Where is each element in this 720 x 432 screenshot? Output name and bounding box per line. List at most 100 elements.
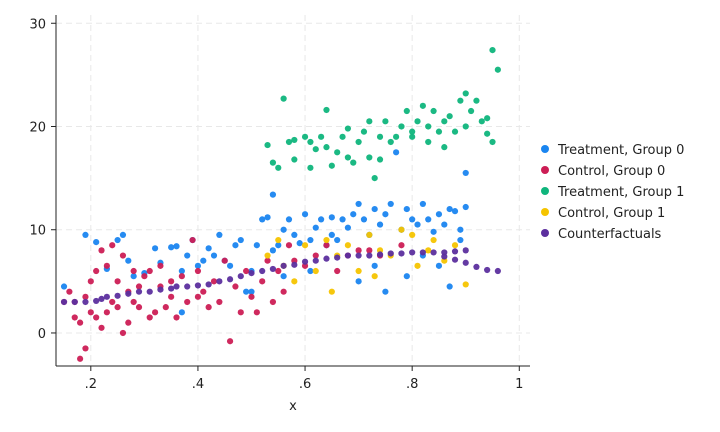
y-tick-label: 10 <box>29 224 46 239</box>
data-point <box>398 242 405 249</box>
data-point <box>344 242 351 249</box>
data-point <box>419 102 426 109</box>
data-point <box>275 164 282 171</box>
data-point <box>87 278 94 285</box>
data-point <box>157 286 164 293</box>
data-point <box>168 293 175 300</box>
data-point <box>328 162 335 169</box>
data-point <box>93 239 100 246</box>
data-point <box>280 95 287 102</box>
data-point <box>162 304 169 311</box>
data-point <box>275 267 282 275</box>
data-point <box>248 288 255 295</box>
data-point <box>253 242 260 249</box>
data-point <box>178 267 185 275</box>
data-point <box>157 262 164 269</box>
data-point <box>226 338 234 345</box>
x-tick-label: 1 <box>515 377 523 392</box>
data-point <box>280 226 287 233</box>
data-point <box>184 283 191 290</box>
data-point <box>269 247 277 254</box>
data-point <box>328 214 335 221</box>
data-point <box>398 226 405 233</box>
data-point <box>135 288 143 295</box>
data-point <box>98 247 105 254</box>
x-tick-label: .6 <box>299 377 311 392</box>
data-point <box>435 262 443 269</box>
data-point <box>291 278 298 285</box>
data-point <box>194 282 202 289</box>
data-point <box>355 200 362 208</box>
data-point <box>441 144 448 151</box>
data-point <box>371 273 378 280</box>
data-point <box>312 257 319 264</box>
data-point <box>205 281 212 288</box>
legend-marker <box>541 229 549 237</box>
data-point <box>280 288 287 295</box>
data-point <box>109 242 116 249</box>
data-point <box>237 273 244 280</box>
data-point <box>425 123 432 130</box>
data-point <box>451 242 459 249</box>
data-point <box>387 250 394 257</box>
data-point <box>350 159 357 166</box>
data-point <box>457 236 464 244</box>
data-point <box>462 281 469 288</box>
data-point <box>216 231 223 238</box>
data-point <box>285 216 293 223</box>
data-point <box>307 267 314 275</box>
data-point <box>184 298 191 306</box>
data-point <box>473 263 480 270</box>
data-point <box>114 304 121 311</box>
data-point <box>484 266 491 274</box>
legend-marker <box>541 208 549 216</box>
data-point <box>146 267 153 275</box>
legend-marker <box>541 145 549 153</box>
data-point <box>414 118 421 125</box>
data-point <box>334 236 341 244</box>
data-point <box>280 273 287 280</box>
data-point <box>259 278 266 285</box>
data-point <box>462 123 469 130</box>
data-point <box>291 231 298 238</box>
data-point <box>103 309 110 316</box>
data-point <box>334 254 341 261</box>
data-point <box>334 267 341 275</box>
data-point <box>194 293 202 300</box>
legend-label: Treatment, Group 1 <box>557 185 684 200</box>
x-tick-label: .4 <box>192 377 204 392</box>
data-point <box>119 329 127 337</box>
data-point <box>77 319 84 326</box>
data-point <box>178 309 185 316</box>
data-point <box>66 288 73 295</box>
data-point <box>146 314 153 321</box>
data-point <box>382 211 389 218</box>
data-point <box>409 133 416 140</box>
data-point <box>393 133 400 140</box>
data-point <box>366 247 373 254</box>
data-point <box>430 249 437 256</box>
data-point <box>269 191 277 198</box>
data-point <box>441 118 448 125</box>
data-point <box>114 278 121 285</box>
data-point <box>275 242 282 249</box>
data-point <box>414 221 421 228</box>
data-point <box>60 298 68 306</box>
data-point <box>462 169 469 177</box>
data-point <box>301 211 309 218</box>
data-point <box>178 273 185 280</box>
data-point <box>93 267 100 275</box>
data-point <box>60 283 68 290</box>
data-point <box>451 208 459 215</box>
data-point <box>409 128 416 135</box>
data-point <box>135 304 143 311</box>
y-tick-label: 30 <box>29 17 46 32</box>
data-point <box>125 319 132 326</box>
data-point <box>194 267 202 275</box>
data-point <box>339 216 346 223</box>
data-point <box>403 205 410 213</box>
data-point <box>425 138 432 146</box>
data-point <box>248 293 255 300</box>
data-point <box>451 256 459 263</box>
